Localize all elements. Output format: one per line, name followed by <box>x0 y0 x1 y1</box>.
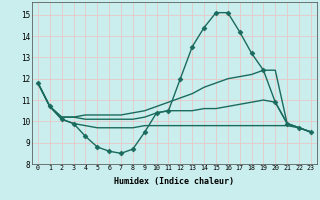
X-axis label: Humidex (Indice chaleur): Humidex (Indice chaleur) <box>115 177 234 186</box>
